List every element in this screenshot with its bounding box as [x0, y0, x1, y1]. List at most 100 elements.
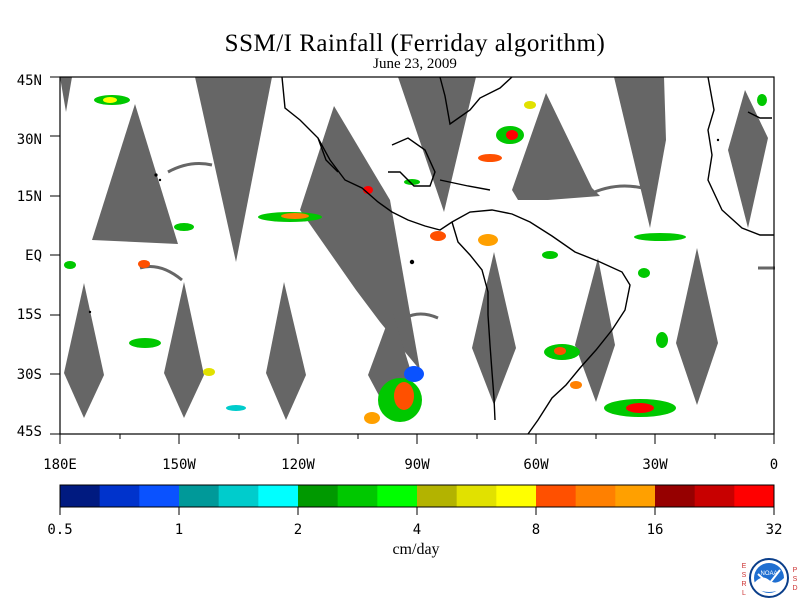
colorbar-segment	[139, 485, 180, 507]
lon-label-120w: 120W	[281, 457, 315, 473]
caribbean-islands	[439, 179, 491, 191]
swath	[195, 77, 272, 262]
rain-cell	[478, 154, 502, 162]
lat-label-eq: EQ	[25, 248, 42, 264]
axis-ticks	[50, 76, 775, 444]
rain-cell	[554, 347, 566, 355]
rain-cell	[570, 381, 582, 389]
lon-label-180e: 180E	[43, 457, 77, 473]
swath	[300, 106, 420, 370]
colorbar-segment	[655, 485, 696, 507]
logo-letter: R	[741, 581, 747, 588]
colorbar-segment	[734, 485, 775, 507]
lon-label-30w: 30W	[642, 457, 668, 473]
map-panel	[50, 76, 775, 444]
rain-cell	[404, 366, 424, 382]
rain-cell	[363, 186, 373, 194]
lon-label-0: 0	[769, 457, 779, 473]
swath	[614, 77, 666, 228]
swath	[164, 282, 204, 418]
baja-california	[317, 137, 339, 173]
colorbar-segment	[456, 485, 497, 507]
swath	[92, 104, 178, 244]
colorbar-label-2: 2	[293, 522, 303, 538]
rain-cell	[638, 268, 650, 278]
lat-label-30n: 30N	[16, 132, 42, 148]
rain-cell	[129, 338, 161, 348]
rain-cell	[203, 368, 215, 376]
rain-cell	[626, 403, 654, 413]
swath	[60, 77, 72, 112]
colorbar-segment	[496, 485, 537, 507]
swath	[398, 77, 476, 212]
colorbar-label-16: 16	[646, 522, 664, 538]
swath	[64, 283, 104, 418]
rain-cell	[656, 332, 668, 348]
colorbar-segment	[377, 485, 418, 507]
island	[154, 173, 158, 177]
colorbar-frame	[59, 484, 775, 508]
colorbar-label-8: 8	[531, 522, 541, 538]
logo-letter: D	[792, 585, 798, 592]
lon-label-60w: 60W	[523, 457, 549, 473]
island	[409, 259, 415, 265]
swath	[575, 258, 615, 402]
rain-cell	[634, 233, 686, 241]
colorbar-segment	[417, 485, 458, 507]
missing-data-swaths	[60, 77, 768, 420]
colorbar-segment	[179, 485, 220, 507]
logo-letter: S	[741, 572, 747, 579]
colorbar-segment	[575, 485, 616, 507]
north-america-east-coast	[439, 76, 513, 126]
rain-cell	[64, 261, 76, 269]
logo-letter: L	[742, 590, 746, 597]
colorbar-segment	[615, 485, 656, 507]
logo-letter: S	[792, 576, 798, 583]
rain-cell	[226, 405, 246, 411]
colorbar-unit: cm/day	[392, 541, 440, 558]
swath	[512, 93, 600, 200]
logo-left-letters: E S R L	[740, 562, 748, 598]
rain-cell	[281, 213, 309, 219]
rain-cell	[394, 382, 414, 410]
lat-label-45n: 45N	[16, 73, 42, 89]
iberia-coast	[747, 111, 772, 119]
rain-cell	[174, 223, 194, 231]
swath	[728, 90, 768, 228]
colorbar-label-1: 1	[174, 522, 184, 538]
colorbar-segment	[60, 485, 101, 507]
south-america-west-coast	[451, 221, 496, 421]
lat-label-15n: 15N	[16, 189, 42, 205]
island	[716, 138, 720, 142]
colorbar-segment	[218, 485, 259, 507]
swath-arc	[587, 184, 651, 197]
lon-label-150w: 150W	[162, 457, 196, 473]
rain-cell	[364, 412, 380, 424]
logo-letter: P	[792, 567, 798, 574]
rain-cell	[757, 94, 767, 106]
americas-coastline	[281, 76, 631, 435]
precipitation-areas	[64, 94, 767, 424]
colorbar-label-4: 4	[412, 522, 422, 538]
gulf-of-mexico-coast	[388, 137, 436, 187]
rain-cell	[103, 97, 117, 103]
island	[158, 178, 162, 182]
swath	[472, 252, 516, 405]
logo-right-letters: P S D	[791, 566, 799, 593]
lat-label-30s: 30S	[16, 367, 42, 383]
swath	[266, 282, 306, 420]
lat-label-45s: 45S	[16, 424, 42, 440]
africa-europe-coastline	[707, 76, 774, 236]
logo-letter: E	[741, 563, 747, 570]
colorbar-segment	[694, 485, 735, 507]
rain-cell	[524, 101, 536, 109]
colorbar-segment	[258, 485, 299, 507]
rain-cell	[542, 251, 558, 259]
lon-label-90w: 90W	[404, 457, 430, 473]
swath	[676, 248, 718, 405]
swath-arc	[167, 162, 213, 174]
colorbar-segment	[99, 485, 140, 507]
colorbar-segment	[536, 485, 577, 507]
rain-cell	[478, 234, 498, 246]
